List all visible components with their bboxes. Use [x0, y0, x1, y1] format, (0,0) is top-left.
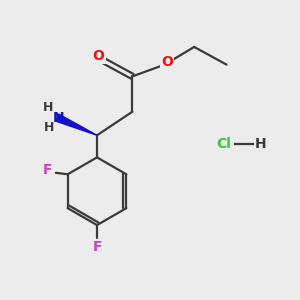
- Text: F: F: [92, 240, 102, 254]
- Text: F: F: [43, 163, 53, 177]
- Text: H: H: [43, 101, 54, 114]
- Polygon shape: [56, 114, 97, 135]
- Text: Cl: Cl: [216, 137, 231, 151]
- Text: O: O: [161, 55, 173, 69]
- Text: N: N: [53, 111, 64, 124]
- Text: H: H: [255, 137, 266, 151]
- Text: O: O: [92, 49, 104, 63]
- Text: H: H: [44, 121, 54, 134]
